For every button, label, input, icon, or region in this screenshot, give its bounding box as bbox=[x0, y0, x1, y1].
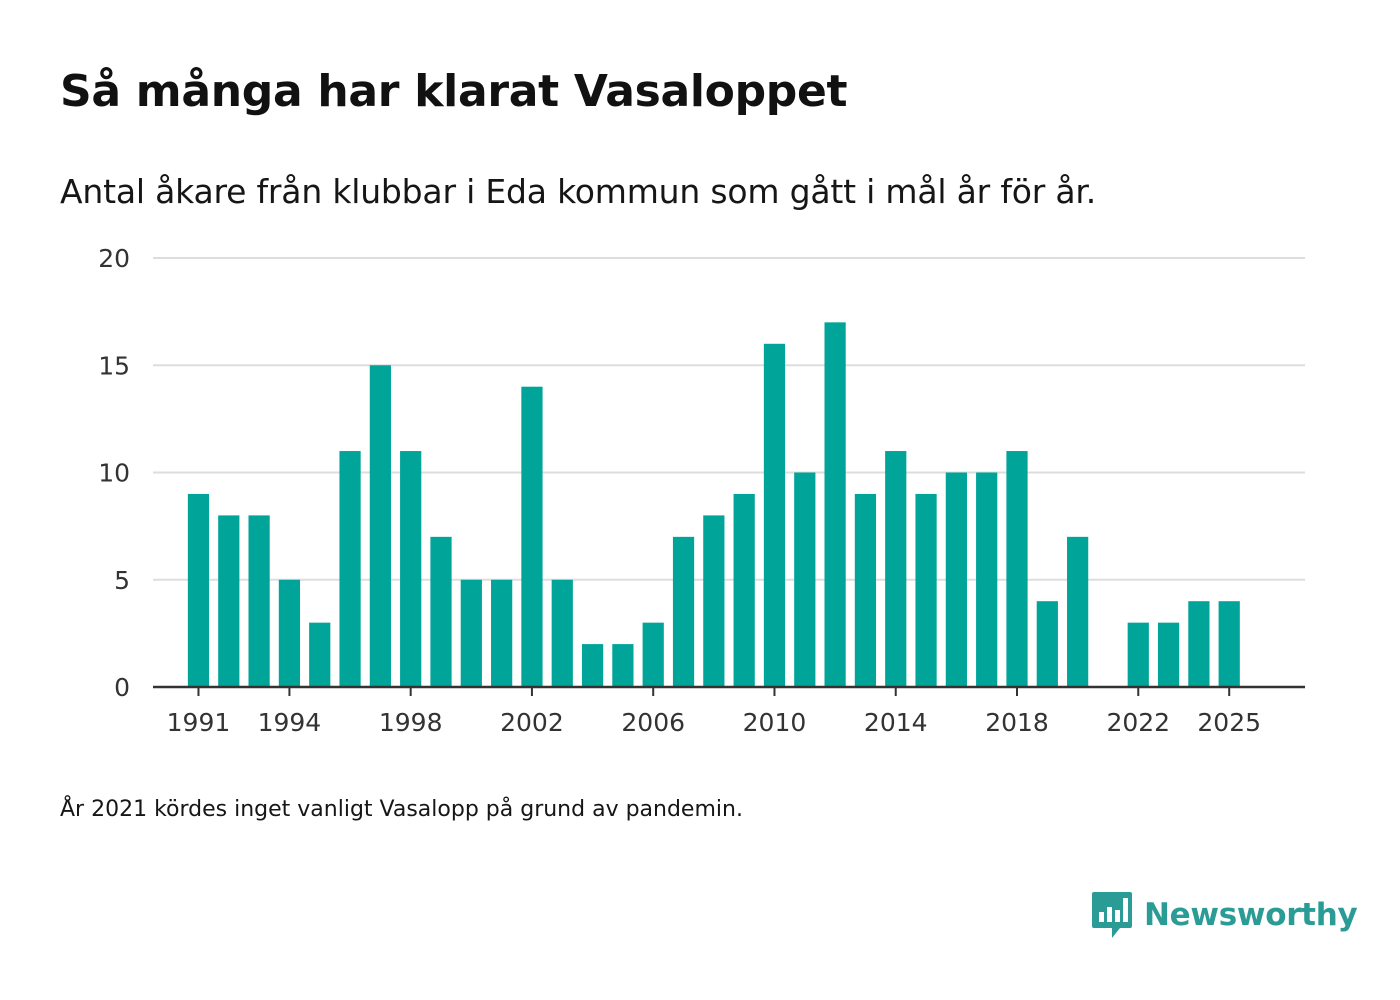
x-tick-label: 1991 bbox=[167, 708, 231, 737]
bar-1991 bbox=[187, 493, 210, 687]
bar-1994 bbox=[278, 579, 301, 687]
bars bbox=[187, 322, 1240, 687]
bar-chart: 0 5 10 15 20 1991 1994 1998 2002 2006 2010 2014 201… bbox=[98, 244, 1305, 737]
bar-2009 bbox=[733, 493, 755, 687]
bar-1995 bbox=[309, 622, 331, 687]
x-tick-label: 2002 bbox=[500, 708, 564, 737]
y-tick-label: 15 bbox=[98, 351, 130, 380]
bar-1996 bbox=[339, 451, 361, 687]
chart-title: Så många har klarat Vasaloppet bbox=[60, 66, 848, 117]
bar-2022 bbox=[1127, 622, 1149, 687]
x-tick-label: 2010 bbox=[743, 708, 807, 737]
x-tick-label: 1998 bbox=[379, 708, 443, 737]
bar-2000 bbox=[460, 579, 482, 687]
bar-2014 bbox=[885, 451, 907, 687]
bar-1993 bbox=[248, 515, 270, 687]
x-tick-label: 2006 bbox=[621, 708, 685, 737]
bar-2001 bbox=[491, 579, 513, 687]
bar-2020 bbox=[1067, 536, 1089, 687]
y-tick-label: 5 bbox=[114, 566, 130, 595]
y-axis-labels: 0 5 10 15 20 bbox=[98, 244, 130, 702]
bar-2018 bbox=[1006, 451, 1028, 687]
x-axis: 1991 1994 1998 2002 2006 2010 2014 2018 2022 2025 bbox=[153, 685, 1305, 737]
y-tick-label: 10 bbox=[98, 459, 130, 488]
bar-2019 bbox=[1036, 601, 1058, 687]
gridlines bbox=[153, 257, 1305, 581]
x-tick-label: 2022 bbox=[1106, 708, 1170, 737]
bar-2024 bbox=[1188, 601, 1210, 687]
bar-2010 bbox=[763, 343, 786, 687]
bar-2006 bbox=[642, 622, 664, 687]
bar-2011 bbox=[794, 472, 816, 687]
bar-2004 bbox=[581, 644, 604, 687]
footnote: År 2021 kördes inget vanligt Vasalopp på… bbox=[60, 797, 743, 822]
bar-2023 bbox=[1157, 622, 1180, 687]
bar-2025 bbox=[1218, 601, 1240, 687]
bar-2013 bbox=[854, 493, 877, 687]
bar-2017 bbox=[976, 472, 998, 687]
newsworthy-logo-icon bbox=[1092, 892, 1132, 938]
bar-2008 bbox=[703, 515, 725, 687]
bar-2002 bbox=[521, 386, 543, 687]
bar-2015 bbox=[915, 493, 937, 687]
bar-1998 bbox=[400, 451, 422, 687]
y-tick-label: 20 bbox=[98, 244, 130, 273]
newsworthy-logo-text: Newsworthy bbox=[1144, 897, 1358, 933]
x-tick-label: 2025 bbox=[1197, 708, 1261, 737]
newsworthy-logo: Newsworthy bbox=[1090, 890, 1358, 940]
bar-2003 bbox=[551, 579, 573, 687]
x-tick-label: 2018 bbox=[985, 708, 1049, 737]
bar-2007 bbox=[672, 536, 695, 687]
bar-2005 bbox=[612, 644, 634, 687]
y-tick-label: 0 bbox=[114, 673, 130, 702]
bar-2012 bbox=[824, 322, 846, 687]
bar-1997 bbox=[369, 365, 391, 687]
bar-1992 bbox=[218, 515, 240, 687]
chart-subtitle: Antal åkare från klubbar i Eda kommun so… bbox=[60, 172, 1097, 211]
bar-1999 bbox=[430, 536, 452, 687]
x-tick-label: 1994 bbox=[258, 708, 322, 737]
bar-2016 bbox=[945, 472, 967, 687]
x-tick-label: 2014 bbox=[864, 708, 928, 737]
